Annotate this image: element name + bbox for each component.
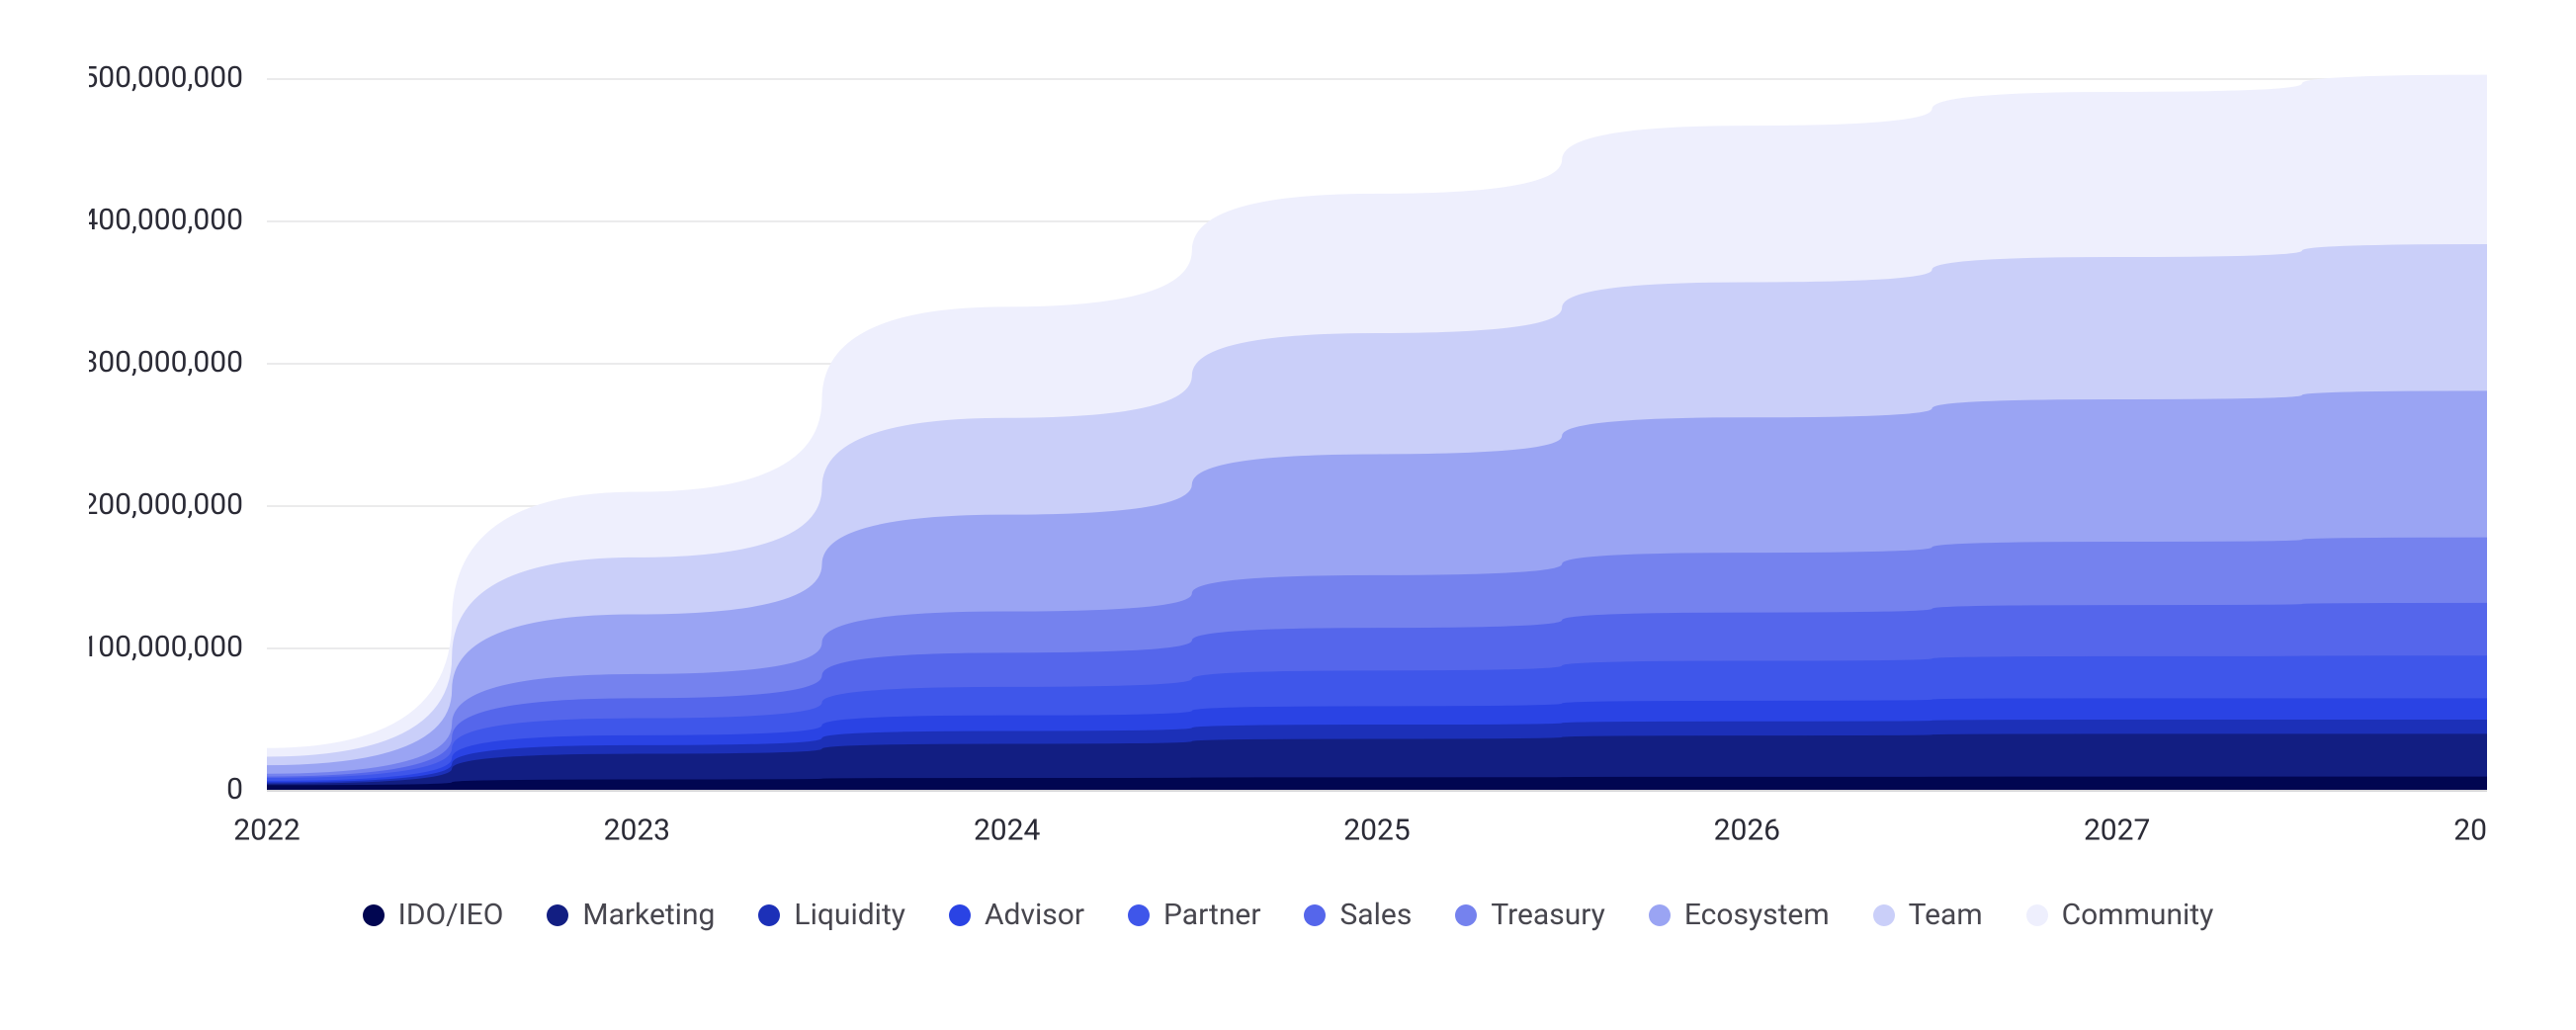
y-tick-label: 200,000,000 — [89, 487, 243, 522]
legend-label: Advisor — [985, 898, 1084, 932]
legend-label: Treasury — [1491, 898, 1605, 932]
legend-item-community: Community — [2026, 898, 2214, 932]
legend-label: Marketing — [582, 898, 715, 932]
legend-swatch — [949, 904, 971, 926]
y-tick-label: 100,000,000 — [89, 630, 243, 664]
legend-item-ido-ieo: IDO/IEO — [363, 898, 504, 932]
legend-swatch — [1649, 904, 1671, 926]
legend-swatch — [2026, 904, 2048, 926]
legend-swatch — [1455, 904, 1477, 926]
stacked-area-chart: 0 100,000,000 200,000,000 300,000,000 400,00… — [0, 0, 2576, 1030]
legend-item-sales: Sales — [1304, 898, 1412, 932]
legend-item-team: Team — [1873, 898, 1983, 932]
legend-swatch — [547, 904, 568, 926]
y-tick-label: 0 — [226, 772, 243, 807]
legend-swatch — [1304, 904, 1326, 926]
legend-swatch — [1873, 904, 1895, 926]
legend-swatch — [1128, 904, 1150, 926]
legend-label: Ecosystem — [1684, 898, 1830, 932]
legend-swatch — [758, 904, 780, 926]
legend-item-ecosystem: Ecosystem — [1649, 898, 1830, 932]
y-tick-label: 400,000,000 — [89, 203, 243, 237]
chart-legend: IDO/IEO Marketing Liquidity Advisor Partner S… — [89, 898, 2487, 932]
x-tick-label: 2027 — [2084, 814, 2150, 848]
legend-label: Partner — [1163, 898, 1260, 932]
x-tick-label: 2024 — [974, 814, 1041, 848]
y-tick-label: 300,000,000 — [89, 345, 243, 380]
legend-label: Community — [2062, 898, 2214, 932]
y-tick-label: 500,000,000 — [89, 60, 243, 95]
legend-item-advisor: Advisor — [949, 898, 1084, 932]
chart-plot: 0 100,000,000 200,000,000 300,000,000 400,00… — [89, 40, 2487, 850]
x-tick-label: 2025 — [1343, 814, 1410, 848]
legend-item-treasury: Treasury — [1455, 898, 1605, 932]
x-tick-label: 2026 — [1714, 814, 1780, 848]
legend-swatch — [363, 904, 385, 926]
x-tick-label: 2023 — [604, 814, 670, 848]
x-tick-label: 2022 — [233, 814, 300, 848]
legend-label: Team — [1909, 898, 1983, 932]
legend-item-liquidity: Liquidity — [758, 898, 905, 932]
legend-label: IDO/IEO — [398, 898, 504, 932]
legend-item-partner: Partner — [1128, 898, 1260, 932]
x-tick-label: 2028 — [2453, 814, 2487, 848]
legend-item-marketing: Marketing — [547, 898, 715, 932]
legend-label: Liquidity — [794, 898, 905, 932]
legend-label: Sales — [1339, 898, 1412, 932]
